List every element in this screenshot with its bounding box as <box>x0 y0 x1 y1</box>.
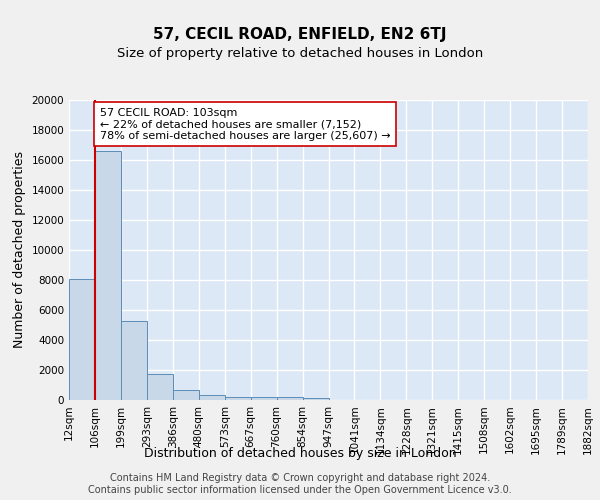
Bar <box>251 397 277 400</box>
Bar <box>277 398 302 400</box>
Text: Contains HM Land Registry data © Crown copyright and database right 2024.
Contai: Contains HM Land Registry data © Crown c… <box>88 474 512 495</box>
Text: 57 CECIL ROAD: 103sqm
← 22% of detached houses are smaller (7,152)
78% of semi-d: 57 CECIL ROAD: 103sqm ← 22% of detached … <box>100 108 390 140</box>
Bar <box>121 320 147 400</box>
Bar <box>173 390 199 400</box>
Bar <box>225 396 251 400</box>
Text: Size of property relative to detached houses in London: Size of property relative to detached ho… <box>117 48 483 60</box>
Text: 57, CECIL ROAD, ENFIELD, EN2 6TJ: 57, CECIL ROAD, ENFIELD, EN2 6TJ <box>153 28 447 42</box>
Bar <box>199 395 224 400</box>
Bar <box>302 398 329 400</box>
Bar <box>69 278 95 400</box>
Bar <box>147 374 173 400</box>
Text: Distribution of detached houses by size in London: Distribution of detached houses by size … <box>143 448 457 460</box>
Bar <box>95 151 121 400</box>
Y-axis label: Number of detached properties: Number of detached properties <box>13 152 26 348</box>
